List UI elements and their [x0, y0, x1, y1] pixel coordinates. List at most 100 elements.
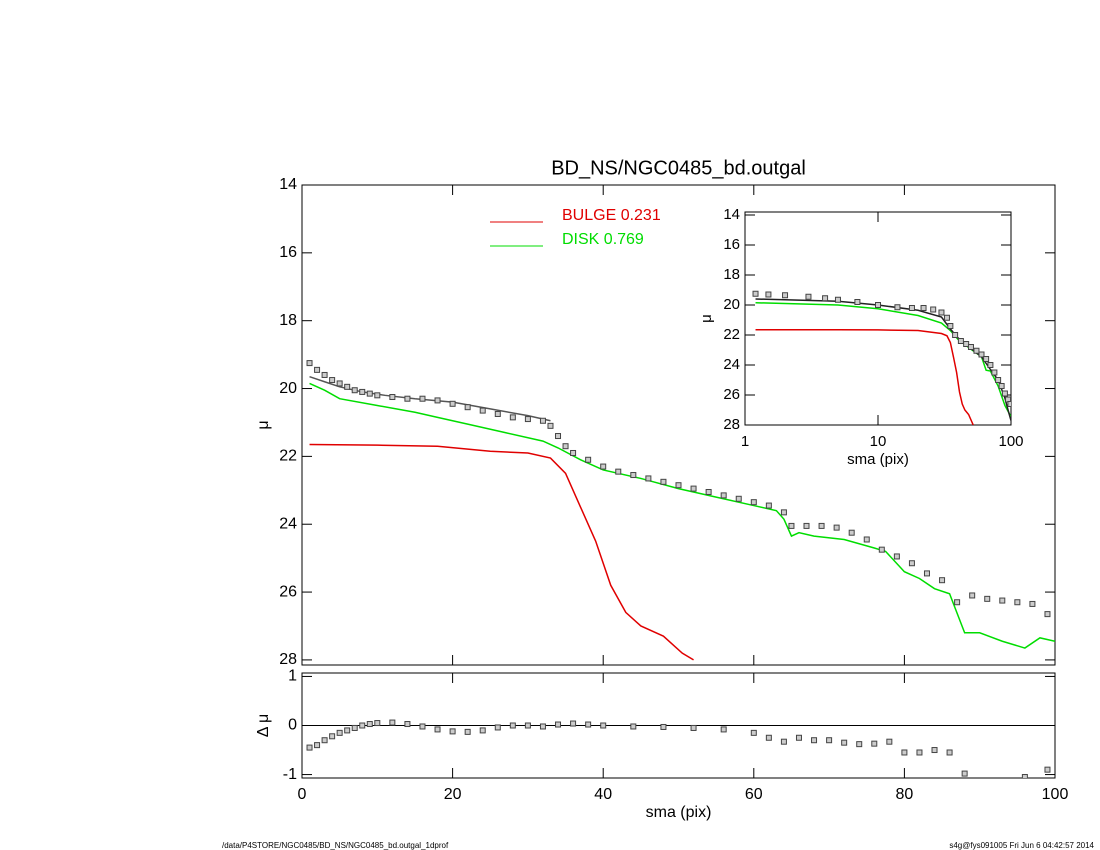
data-point	[765, 291, 772, 298]
x-tick-label: 60	[745, 786, 763, 803]
data-point	[464, 728, 471, 735]
data-point	[987, 362, 994, 368]
data-point	[946, 749, 953, 756]
data-point	[765, 734, 772, 741]
data-point	[314, 742, 321, 749]
data-point	[615, 468, 622, 475]
plot-area	[744, 211, 1012, 426]
x-axis-label: sma (pix)	[646, 804, 712, 821]
data-point	[978, 351, 985, 358]
y-tick-label: 0	[288, 717, 297, 734]
data-point	[822, 295, 829, 302]
data-point	[344, 383, 351, 390]
data-point	[967, 344, 974, 350]
data-point	[1029, 600, 1036, 607]
data-point	[826, 737, 833, 744]
data-point	[419, 723, 426, 730]
data-point	[359, 722, 366, 729]
data-point	[1044, 766, 1051, 773]
data-point	[875, 302, 881, 308]
data-point	[943, 314, 950, 321]
data-point	[494, 410, 501, 417]
x-tick-label: 100	[998, 433, 1023, 450]
data-point	[509, 722, 516, 729]
x-tick-label: 40	[594, 786, 612, 803]
data-point	[750, 499, 757, 506]
footer-left: /data/P4STORE/NGC0485/BD_NS/NGC0485_bd.o…	[222, 841, 449, 850]
data-point	[938, 309, 945, 316]
plot-content	[306, 719, 1051, 778]
y-tick-label: 14	[723, 206, 740, 223]
data-point	[795, 734, 802, 741]
data-point	[803, 522, 810, 529]
data-point	[984, 595, 991, 602]
data-point	[600, 463, 607, 470]
data-point	[923, 570, 930, 577]
x-axis-label: sma (pix)	[847, 451, 909, 468]
legend-label: DISK 0.769	[562, 231, 644, 248]
data-point	[998, 383, 1005, 389]
series-line	[309, 382, 1055, 649]
data-point	[351, 387, 358, 394]
series-line	[309, 375, 551, 422]
data-point	[901, 749, 908, 756]
data-point	[524, 416, 531, 423]
data-point	[930, 306, 937, 313]
data-point	[660, 723, 667, 730]
data-point	[963, 341, 970, 347]
y-tick-label: 26	[723, 386, 740, 403]
data-point	[509, 414, 516, 421]
data-point	[1001, 390, 1008, 397]
data-point	[449, 728, 456, 735]
data-point	[954, 599, 961, 606]
data-point	[524, 722, 531, 729]
data-point	[1007, 401, 1011, 407]
data-point	[957, 338, 964, 344]
chart-title: BD_NS/NGC0485_bd.outgal	[551, 157, 806, 179]
data-point	[660, 478, 667, 485]
data-point	[1021, 774, 1028, 778]
y-axis-label: μ	[255, 420, 272, 429]
data-point	[336, 380, 343, 387]
data-point	[952, 332, 959, 338]
data-point	[479, 727, 486, 734]
data-point	[585, 721, 592, 728]
panel: 14 16 18 20 22 24 26 281 10 100 sma (pix) μ	[698, 206, 1024, 468]
data-point	[351, 724, 358, 731]
data-point	[999, 597, 1006, 604]
data-point	[886, 738, 893, 745]
data-point	[321, 737, 328, 744]
data-point	[374, 392, 381, 399]
data-point	[720, 492, 727, 499]
data-point	[894, 304, 901, 311]
data-point	[539, 723, 546, 730]
data-point	[788, 522, 795, 529]
data-point	[389, 719, 396, 726]
data-point	[995, 377, 1002, 383]
plot-content	[306, 360, 1055, 661]
data-point	[479, 407, 486, 414]
y-axis-label: Δ μ	[255, 714, 272, 737]
series-line	[755, 329, 974, 425]
data-point	[675, 482, 682, 489]
data-point	[811, 737, 818, 744]
y-tick-label: 20	[723, 296, 740, 313]
data-point	[705, 488, 712, 495]
y-tick-label: 24	[723, 356, 740, 373]
y-tick-label: 22	[723, 326, 740, 343]
data-point	[547, 422, 554, 429]
data-point	[782, 292, 789, 299]
data-point	[314, 366, 321, 373]
data-point	[539, 417, 546, 424]
data-point	[863, 536, 870, 543]
data-point	[562, 443, 569, 450]
data-point	[555, 433, 562, 440]
data-point	[969, 592, 976, 599]
data-point	[752, 290, 759, 297]
data-point	[735, 495, 742, 502]
legend-label: BULGE 0.231	[562, 207, 661, 224]
data-point	[570, 449, 577, 456]
data-point	[920, 305, 927, 311]
x-tick-label: 20	[444, 786, 462, 803]
